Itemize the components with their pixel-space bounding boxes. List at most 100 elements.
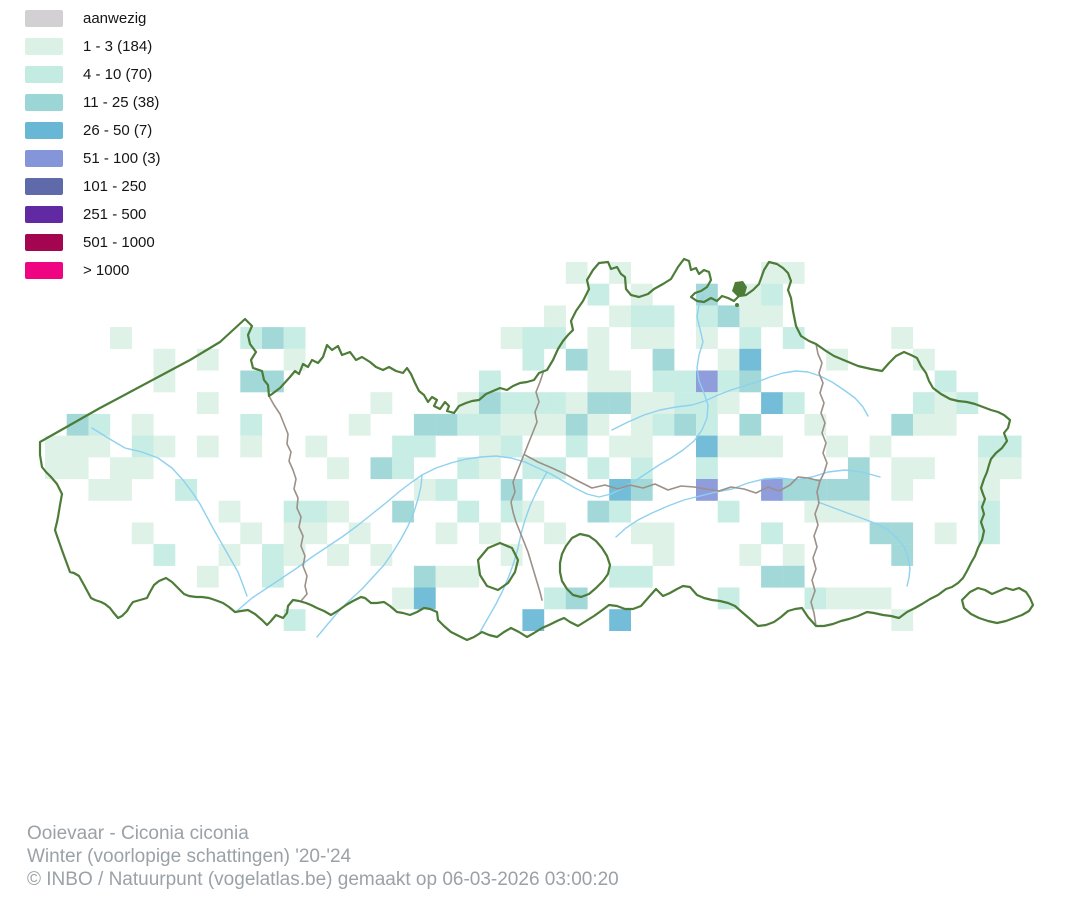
grid-cell: [652, 370, 675, 393]
grid-cell: [630, 479, 653, 501]
grid-cell: [479, 392, 501, 414]
grid-cell: [370, 457, 393, 480]
grid-cell: [283, 348, 306, 371]
border-antwerp-brabant: [524, 454, 821, 494]
grid-cell: [327, 500, 349, 523]
grid-cell: [609, 565, 631, 588]
grid-cells-layer: [45, 262, 1022, 631]
grid-cell: [45, 435, 67, 458]
grid-cell: [565, 348, 588, 371]
grid-cell: [522, 609, 545, 631]
grid-cell: [696, 435, 718, 458]
brussels-enclave-outline: [558, 532, 612, 599]
grid-cell: [826, 479, 848, 501]
grid-cell: [934, 370, 957, 393]
grid-cell: [196, 348, 219, 371]
grid-cell: [413, 565, 436, 588]
legend-label: 11 - 25 (38): [83, 93, 160, 111]
grid-cell: [696, 327, 718, 349]
grid-cell: [131, 413, 154, 436]
grid-cell: [782, 327, 805, 349]
grid-cell: [370, 392, 393, 414]
grid-cell: [88, 413, 111, 436]
grid-cell: [717, 587, 740, 610]
grid-cell: [413, 413, 436, 436]
grid-cell: [674, 392, 697, 414]
grid-cell: [587, 457, 610, 480]
grid-cell: [609, 609, 631, 631]
province-borders-layer: [268, 343, 828, 627]
grid-cell: [869, 522, 892, 545]
grid-cell: [283, 544, 306, 566]
grid-cell: [66, 435, 89, 458]
grid-cell: [826, 500, 848, 523]
grid-cell: [609, 392, 631, 414]
grid-cell: [609, 435, 631, 458]
legend-swatch: [25, 65, 63, 83]
grid-cell: [522, 392, 545, 414]
grid-cell: [435, 479, 458, 501]
legend-item: aanwezig: [25, 4, 161, 32]
grid-cell: [761, 435, 783, 458]
grid-cell: [739, 305, 762, 328]
grid-cell: [196, 565, 219, 588]
grid-cell: [696, 457, 718, 480]
grid-cell: [934, 522, 957, 545]
grid-cell: [544, 413, 566, 436]
grid-cell: [500, 392, 523, 414]
grid-cell: [457, 500, 480, 523]
grid-cell: [891, 327, 914, 349]
grid-cell: [630, 327, 653, 349]
grid-cell: [739, 544, 762, 566]
grid-cell: [782, 392, 805, 414]
legend-swatch: [25, 261, 63, 279]
grid-cell: [696, 305, 718, 328]
grid-cell: [891, 479, 914, 501]
grid-cell: [544, 587, 566, 610]
legend-item: 11 - 25 (38): [25, 88, 161, 116]
grid-cell: [457, 413, 480, 436]
grid-cell: [479, 413, 501, 436]
grid-cell: [240, 522, 263, 545]
grid-cell: [500, 479, 523, 501]
grid-cell: [522, 327, 545, 349]
legend-label: 101 - 250: [83, 177, 147, 195]
grid-cell: [891, 609, 914, 631]
grid-cell: [522, 348, 545, 371]
grid-cell: [609, 500, 631, 523]
grid-cell: [847, 587, 870, 610]
grid-cell: [913, 392, 935, 414]
grid-cell: [283, 609, 306, 631]
grid-cell: [652, 327, 675, 349]
border-east-flanders-antwerp: [510, 372, 544, 601]
grid-cell: [739, 413, 762, 436]
legend-label: 1 - 3 (184): [83, 37, 153, 55]
grid-cell: [500, 500, 523, 523]
grid-cell: [196, 392, 219, 414]
grid-cell: [630, 392, 653, 414]
grid-cell: [630, 522, 653, 545]
grid-cell: [587, 500, 610, 523]
grid-cell: [88, 479, 111, 501]
grid-cell: [196, 435, 219, 458]
grid-cell: [479, 370, 501, 393]
legend-label: 501 - 1000: [83, 233, 155, 251]
grid-cell: [153, 435, 176, 458]
grid-cell: [847, 479, 870, 501]
grid-cell: [934, 392, 957, 414]
grid-cell: [565, 435, 588, 458]
grid-cell: [66, 413, 89, 436]
legend-label: 26 - 50 (7): [83, 121, 153, 139]
grid-cell: [826, 435, 848, 458]
legend-swatch: [25, 93, 63, 111]
caption-copyright: © INBO / Natuurpunt (vogelatlas.be) gema…: [27, 869, 619, 890]
grid-cell: [717, 348, 740, 371]
grid-cell: [262, 544, 284, 566]
grid-cell: [782, 544, 805, 566]
grid-cell: [609, 305, 631, 328]
grid-cell: [479, 522, 501, 545]
grid-cell: [913, 413, 935, 436]
ronse-enclave-outline: [476, 541, 520, 592]
grid-cell: [674, 370, 697, 393]
